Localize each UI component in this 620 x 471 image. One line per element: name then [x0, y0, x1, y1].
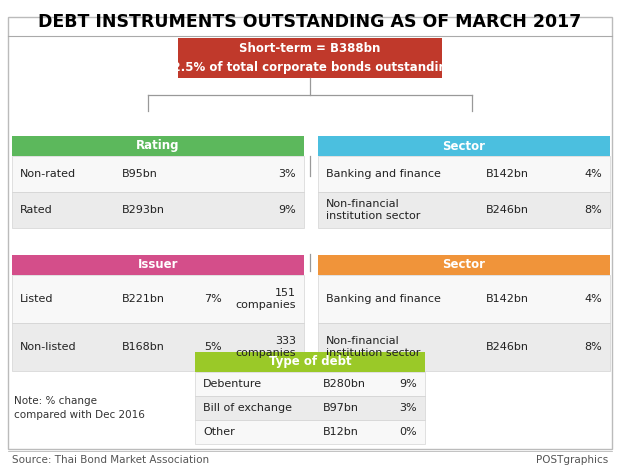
- Text: B168bn: B168bn: [122, 342, 165, 352]
- Text: Listed: Listed: [20, 294, 53, 304]
- Text: 4%: 4%: [584, 294, 602, 304]
- Text: Bill of exchange: Bill of exchange: [203, 403, 292, 413]
- Bar: [195, 352, 425, 372]
- Text: 3%: 3%: [399, 403, 417, 413]
- Bar: [318, 192, 610, 228]
- Text: B142bn: B142bn: [486, 169, 529, 179]
- Bar: [12, 192, 304, 228]
- Text: Sector: Sector: [443, 259, 485, 271]
- Text: B280bn: B280bn: [323, 379, 366, 389]
- Bar: [12, 136, 304, 156]
- Text: B97bn: B97bn: [323, 403, 359, 413]
- Text: B221bn: B221bn: [122, 294, 165, 304]
- Bar: [318, 156, 610, 192]
- Bar: [318, 136, 610, 156]
- Text: 7%: 7%: [204, 294, 222, 304]
- Text: 0%: 0%: [399, 427, 417, 437]
- Text: Rating: Rating: [136, 139, 180, 153]
- Text: B142bn: B142bn: [486, 294, 529, 304]
- Text: 5%: 5%: [204, 342, 221, 352]
- Bar: [12, 255, 304, 275]
- Text: 8%: 8%: [584, 205, 602, 215]
- Bar: [12, 275, 304, 323]
- Bar: [195, 420, 425, 444]
- Text: B293bn: B293bn: [122, 205, 165, 215]
- Text: 151
companies: 151 companies: [236, 288, 296, 310]
- Text: B246bn: B246bn: [486, 342, 529, 352]
- Text: B95bn: B95bn: [122, 169, 158, 179]
- Text: Short-term = B388bn
(12.5% of total corporate bonds outstanding): Short-term = B388bn (12.5% of total corp…: [159, 42, 461, 74]
- Bar: [12, 323, 304, 371]
- Text: Debenture: Debenture: [203, 379, 262, 389]
- Text: Non-financial
institution sector: Non-financial institution sector: [326, 199, 420, 221]
- Bar: [318, 323, 610, 371]
- Text: 9%: 9%: [399, 379, 417, 389]
- Text: Banking and finance: Banking and finance: [326, 294, 441, 304]
- Bar: [12, 156, 304, 192]
- Text: Note: % change
compared with Dec 2016: Note: % change compared with Dec 2016: [14, 396, 145, 420]
- Bar: [178, 38, 442, 78]
- Text: Banking and finance: Banking and finance: [326, 169, 441, 179]
- Text: Type of debt: Type of debt: [268, 356, 352, 368]
- Text: POSTgraphics: POSTgraphics: [536, 455, 608, 465]
- Text: Rated: Rated: [20, 205, 53, 215]
- Text: 9%: 9%: [278, 205, 296, 215]
- Text: 333
companies: 333 companies: [236, 336, 296, 358]
- Text: Source: Thai Bond Market Association: Source: Thai Bond Market Association: [12, 455, 209, 465]
- Text: 4%: 4%: [584, 169, 602, 179]
- Text: 3%: 3%: [278, 169, 296, 179]
- Text: DEBT INSTRUMENTS OUTSTANDING AS OF MARCH 2017: DEBT INSTRUMENTS OUTSTANDING AS OF MARCH…: [38, 13, 582, 31]
- Text: Issuer: Issuer: [138, 259, 179, 271]
- Text: Non-financial
institution sector: Non-financial institution sector: [326, 336, 420, 358]
- Bar: [195, 372, 425, 396]
- Text: Non-rated: Non-rated: [20, 169, 76, 179]
- Text: 8%: 8%: [584, 342, 602, 352]
- Text: B246bn: B246bn: [486, 205, 529, 215]
- Bar: [195, 396, 425, 420]
- Text: Sector: Sector: [443, 139, 485, 153]
- Bar: [318, 275, 610, 323]
- Text: B12bn: B12bn: [323, 427, 359, 437]
- Bar: [318, 255, 610, 275]
- Text: Non-listed: Non-listed: [20, 342, 77, 352]
- Text: Other: Other: [203, 427, 235, 437]
